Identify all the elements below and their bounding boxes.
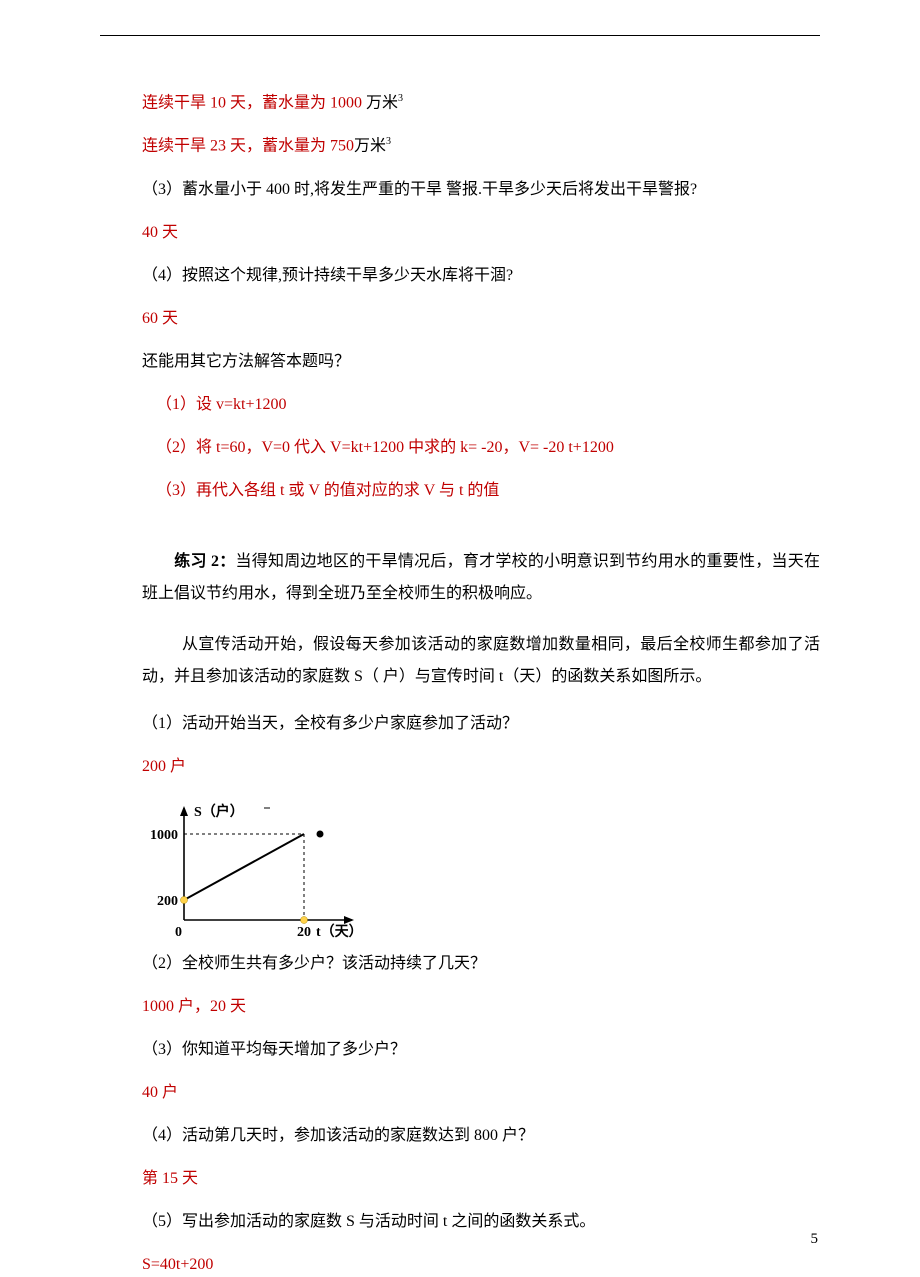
spacer	[142, 522, 820, 546]
method-step-3: （3）再代入各组 t 或 V 的值对应的求 V 与 t 的值	[142, 479, 820, 503]
text: 连续干旱 10 天，蓄水量为 1000	[142, 94, 366, 111]
answer-3: 40 天	[142, 221, 820, 245]
answer-line-1: 连续干旱 10 天，蓄水量为 1000 万米3	[142, 91, 820, 115]
svg-text:t（天）: t（天）	[316, 924, 363, 938]
exercise-2-paragraph-2: 从宣传活动开始，假设每天参加该活动的家庭数增加数量相同，最后全校师生都参加了活动…	[142, 629, 820, 693]
question-4: （4）按照这个规律,预计持续干旱多少天水库将干涸?	[142, 264, 820, 288]
svg-text:1000: 1000	[150, 828, 178, 843]
svg-text:0: 0	[175, 925, 182, 938]
svg-text:S（户）: S（户）	[194, 803, 244, 820]
exercise-2-answer-5: S=40t+200	[142, 1253, 820, 1277]
text: 连续干旱 23 天，蓄水量为 750	[142, 138, 354, 155]
exercise-2-answer-1: 200 户	[142, 755, 820, 779]
exercise-2-question-3: （3）你知道平均每天增加了多少户？	[142, 1038, 820, 1062]
svg-text:20: 20	[297, 925, 311, 938]
exercise-2-paragraph-1: 练习 2：当得知周边地区的干旱情况后，育才学校的小明意识到节约用水的重要性，当天…	[142, 546, 820, 610]
svg-text:200: 200	[157, 894, 178, 909]
exercise-2-question-1: （1）活动开始当天，全校有多少户家庭参加了活动？	[142, 712, 820, 736]
unit: 万米	[366, 94, 398, 111]
exercise-2-question-5: （5）写出参加活动的家庭数 S 与活动时间 t 之间的函数关系式。	[142, 1210, 820, 1234]
text: 当得知周边地区的干旱情况后，育才学校的小明意识到节约用水的重要性，当天在班上倡议…	[142, 553, 820, 602]
answer-4: 60 天	[142, 307, 820, 331]
exercise-2-answer-4: 第 15 天	[142, 1167, 820, 1191]
exercise-label: 练习 2：	[174, 553, 235, 570]
exercise-2-answer-3: 40 户	[142, 1081, 820, 1105]
exercise-2-answer-2: 1000 户，20 天	[142, 995, 820, 1019]
chart-container: 200 1000 0 20 S（户） t（天）	[142, 798, 820, 938]
exercise-2-question-4: （4）活动第几天时，参加该活动的家庭数达到 800 户？	[142, 1124, 820, 1148]
question-other-method: 还能用其它方法解答本题吗？	[142, 350, 820, 374]
unit: 万米	[354, 138, 386, 155]
horizontal-rule	[100, 35, 820, 36]
answer-line-2: 连续干旱 23 天，蓄水量为 750万米3	[142, 134, 820, 158]
method-step-1: （1）设 v=kt+1200	[142, 393, 820, 417]
page-number: 5	[811, 1228, 819, 1251]
content-block: 连续干旱 10 天，蓄水量为 1000 万米3 连续干旱 23 天，蓄水量为 7…	[100, 91, 820, 1277]
superscript: 3	[398, 93, 403, 104]
exercise-2-question-2: （2）全校师生共有多少户？该活动持续了几天？	[142, 952, 820, 976]
document-page: 连续干旱 10 天，蓄水量为 1000 万米3 连续干旱 23 天，蓄水量为 7…	[0, 0, 920, 1274]
method-step-2: （2）将 t=60，V=0 代入 V=kt+1200 中求的 k= -20，V=…	[142, 436, 820, 460]
chart-svg: 200 1000 0 20 S（户） t（天）	[142, 798, 377, 938]
question-3: （3）蓄水量小于 400 时,将发生严重的干旱 警报.干旱多少天后将发出干旱警报…	[142, 178, 820, 202]
superscript: 3	[386, 136, 391, 147]
